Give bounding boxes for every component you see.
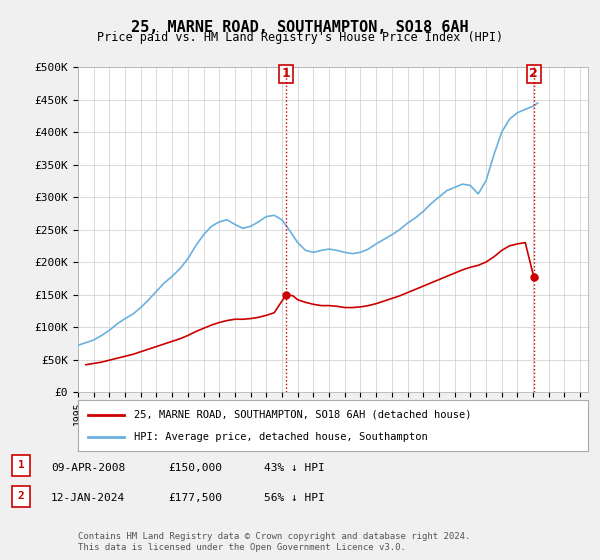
Text: 1: 1 bbox=[282, 67, 290, 80]
Text: Contains HM Land Registry data © Crown copyright and database right 2024.
This d: Contains HM Land Registry data © Crown c… bbox=[78, 532, 470, 552]
Text: HPI: Average price, detached house, Southampton: HPI: Average price, detached house, Sout… bbox=[134, 432, 428, 442]
Text: £177,500: £177,500 bbox=[168, 493, 222, 503]
Text: 25, MARNE ROAD, SOUTHAMPTON, SO18 6AH: 25, MARNE ROAD, SOUTHAMPTON, SO18 6AH bbox=[131, 20, 469, 35]
Text: 1: 1 bbox=[17, 460, 25, 470]
Text: 25, MARNE ROAD, SOUTHAMPTON, SO18 6AH (detached house): 25, MARNE ROAD, SOUTHAMPTON, SO18 6AH (d… bbox=[134, 409, 472, 419]
Text: 09-APR-2008: 09-APR-2008 bbox=[51, 463, 125, 473]
Text: 2: 2 bbox=[17, 491, 25, 501]
Text: 56% ↓ HPI: 56% ↓ HPI bbox=[264, 493, 325, 503]
Text: Price paid vs. HM Land Registry's House Price Index (HPI): Price paid vs. HM Land Registry's House … bbox=[97, 31, 503, 44]
Text: 2: 2 bbox=[529, 67, 538, 80]
Text: £150,000: £150,000 bbox=[168, 463, 222, 473]
Text: 43% ↓ HPI: 43% ↓ HPI bbox=[264, 463, 325, 473]
Text: 12-JAN-2024: 12-JAN-2024 bbox=[51, 493, 125, 503]
